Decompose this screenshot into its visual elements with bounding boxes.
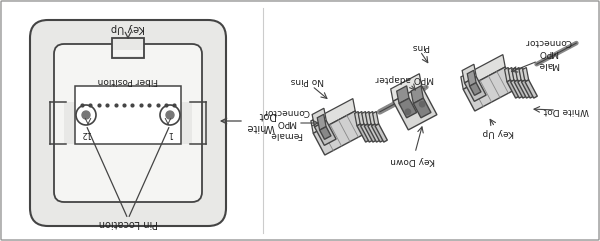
FancyBboxPatch shape [75,86,181,144]
Polygon shape [373,112,379,126]
Polygon shape [375,124,388,142]
Polygon shape [397,86,409,104]
Text: White
Dot: White Dot [246,110,275,132]
Polygon shape [508,67,514,82]
Polygon shape [355,112,361,126]
Polygon shape [515,67,521,82]
Polygon shape [391,74,422,101]
Polygon shape [368,124,380,142]
Text: 12: 12 [81,129,91,138]
Polygon shape [358,112,364,126]
Polygon shape [399,98,416,118]
Polygon shape [413,98,431,118]
Text: Key Up: Key Up [111,23,145,33]
Polygon shape [411,86,424,104]
Text: Pin Location: Pin Location [98,218,158,228]
Polygon shape [462,64,476,83]
Bar [112,34,144,56]
Polygon shape [371,124,384,142]
Circle shape [166,111,174,119]
Polygon shape [365,112,371,126]
Bar [174,102,192,144]
Polygon shape [361,124,373,142]
Text: No Pins: No Pins [290,76,323,86]
Circle shape [82,111,90,119]
Polygon shape [463,67,517,111]
Polygon shape [505,67,511,82]
Polygon shape [470,83,481,95]
Text: Male
MPO
Connector: Male MPO Connector [524,37,571,69]
Polygon shape [519,67,525,82]
Polygon shape [320,127,331,139]
Polygon shape [357,124,369,142]
Polygon shape [312,108,326,127]
Polygon shape [362,112,368,126]
Circle shape [419,101,425,107]
FancyBboxPatch shape [68,73,80,173]
Polygon shape [512,67,518,82]
Polygon shape [525,80,538,98]
Text: Fiber Position: Fiber Position [98,76,158,86]
Text: MPO adapter: MPO adapter [376,74,434,83]
Text: Key Up: Key Up [482,128,514,138]
FancyBboxPatch shape [54,44,202,202]
Text: White Dot: White Dot [544,107,589,115]
Bar [113,50,143,56]
Text: 1: 1 [167,129,173,138]
Polygon shape [514,80,526,98]
Text: Female
MPO
Connector: Female MPO Connector [263,107,310,139]
Text: Pins: Pins [411,41,429,51]
Polygon shape [314,121,336,145]
Polygon shape [317,114,326,130]
FancyBboxPatch shape [176,73,188,173]
Circle shape [405,109,410,114]
Polygon shape [461,55,505,89]
Polygon shape [311,99,355,133]
Polygon shape [467,70,476,86]
Polygon shape [507,80,519,98]
Polygon shape [518,80,530,98]
Bar [64,102,82,144]
Polygon shape [523,67,529,82]
FancyBboxPatch shape [112,38,144,58]
Polygon shape [511,80,523,98]
Text: Key Down: Key Down [391,156,436,166]
FancyBboxPatch shape [30,20,226,226]
Polygon shape [393,86,437,130]
Polygon shape [364,124,376,142]
Polygon shape [464,77,486,101]
Polygon shape [369,112,375,126]
Polygon shape [521,80,534,98]
Polygon shape [313,111,367,155]
